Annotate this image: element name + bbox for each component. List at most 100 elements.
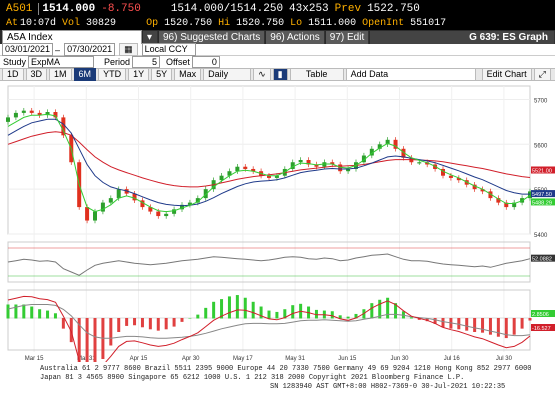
macd-histogram-bar (133, 318, 137, 326)
y-tick-label: 5700 (534, 98, 548, 104)
candle-body (346, 168, 351, 172)
edit-button[interactable]: 97) Edit (325, 30, 370, 44)
macd-histogram-bar (496, 318, 500, 337)
offset-input[interactable]: 0 (191, 56, 220, 68)
value-tag (531, 198, 555, 206)
security-dropdown-icon[interactable]: ▾ (143, 30, 158, 44)
candle-body (472, 184, 477, 190)
macd-histogram-bar (14, 304, 18, 319)
candle-body (456, 177, 461, 181)
candle-body (306, 160, 311, 165)
period-5y[interactable]: 5Y (151, 68, 173, 81)
macd-histogram-bar (291, 305, 295, 319)
period-6m[interactable]: 6M (73, 68, 97, 81)
macd-histogram-bar (243, 297, 247, 319)
prev-value: 1522.750 (367, 2, 420, 15)
macd-histogram-bar (386, 297, 390, 319)
ema-mid-line (7, 118, 530, 207)
macd-histogram-bar (61, 318, 65, 329)
x-tick-label: Jul 16 (444, 356, 461, 362)
candle-body (140, 200, 145, 208)
calendar-icon[interactable]: ▦ (119, 43, 138, 56)
table-button[interactable]: Table (289, 68, 344, 81)
macd-histogram-bar (196, 314, 200, 319)
macd-histogram-bar (473, 318, 477, 332)
suggested-charts-button[interactable]: 96) Suggested Charts (159, 30, 266, 44)
y-tick-label: 5400 (534, 233, 548, 239)
date-separator: – (55, 44, 61, 55)
bar-chart-icon[interactable]: ▮ (272, 68, 288, 81)
period-input[interactable]: 5 (132, 56, 161, 68)
candle-body (480, 189, 485, 192)
macd-histogram-bar (457, 318, 461, 330)
macd-histogram-bar (164, 318, 168, 330)
open-value: 1520.750 (164, 18, 213, 29)
line-chart-icon[interactable]: ∿ (253, 68, 271, 81)
period-1y[interactable]: 1Y (128, 68, 150, 81)
ticker-subheader: At 10:07d Vol 30829 Op 1520.750 Hi 1520.… (0, 17, 555, 30)
period-max[interactable]: Max (174, 68, 202, 81)
candle-body (148, 207, 153, 212)
macd-histogram-bar (504, 318, 508, 339)
frequency-select[interactable]: Daily (203, 68, 252, 81)
macd-histogram-bar (148, 318, 152, 330)
rsi-line (7, 253, 531, 276)
edit-chart-button[interactable]: Edit Chart (481, 68, 532, 81)
candle-body (251, 168, 256, 172)
period-1m[interactable]: 1M (49, 68, 72, 81)
hi-label: Hi (218, 18, 231, 29)
macd-histogram-bar (38, 309, 42, 319)
x-tick-label: Jun 30 (390, 356, 409, 362)
candle-body (512, 202, 517, 208)
candle-body (45, 112, 50, 116)
macd-histogram-bar (77, 318, 81, 362)
ticker-symbol: A501 (6, 2, 33, 15)
low-value: 1511.000 (308, 18, 357, 29)
candle-body (195, 198, 200, 203)
actions-button[interactable]: 96) Actions (266, 30, 325, 44)
currency-select[interactable]: Local CCY (141, 43, 196, 56)
macd-histogram-bar (465, 318, 469, 331)
add-data-field[interactable]: Add Data (345, 68, 476, 81)
macd-histogram-bar (433, 318, 437, 324)
period-buttons: 1D 3D 1M 6M YTD 1Y 5Y Max (0, 68, 202, 81)
period-toolbar: 1D 3D 1M 6M YTD 1Y 5Y Max Daily ∿ ▮ Table Add D… (0, 68, 555, 81)
candle-body (504, 202, 509, 208)
macd-histogram-bar (512, 318, 516, 335)
oi-value: 551017 (410, 18, 447, 29)
period-ytd[interactable]: YTD (98, 68, 127, 81)
macd-histogram-bar (520, 318, 524, 329)
date-toolbar: 03/01/2021 – 07/30/2021 ▦ Local CCY (0, 43, 555, 56)
candle-body (116, 189, 121, 199)
expand-icon[interactable]: ⤢ (533, 68, 551, 81)
candle-body (330, 162, 335, 165)
footer-line-3: SN 1283940 AST GMT+8:00 H802-7369-0 30-J… (270, 383, 506, 391)
macd-histogram-bar (204, 307, 208, 319)
macd-histogram-bar (227, 296, 231, 319)
macd-tag-2-label: -16.527 (532, 326, 551, 332)
candle-body (488, 191, 493, 199)
start-date-field[interactable]: 03/01/2021 (2, 43, 54, 56)
macd-histogram-bar (354, 313, 358, 319)
candle-body (156, 211, 161, 217)
function-title: G 639: ES Graph (370, 30, 555, 44)
macd-histogram-bar (409, 317, 413, 319)
end-date-field[interactable]: 07/30/2021 (64, 43, 116, 56)
macd-histogram-bar (109, 318, 113, 346)
period-1d[interactable]: 1D (2, 68, 24, 81)
period-3d[interactable]: 3D (25, 68, 48, 81)
macd-histogram-bar (125, 318, 129, 326)
y-tick-label: 5600 (534, 143, 548, 149)
candle-body (203, 189, 208, 199)
candle-body (85, 207, 90, 221)
macd-histogram-bar (338, 315, 342, 319)
candle-body (401, 148, 406, 158)
candle-body (93, 211, 97, 221)
study-toolbar: Study ExpMA Period 5 Offset 0 (0, 56, 555, 68)
candle-body (6, 117, 10, 122)
study-select[interactable]: ExpMA (28, 56, 95, 68)
candle-body (21, 110, 26, 113)
macd-histogram-bar (528, 318, 532, 321)
macd-histogram-bar (394, 303, 398, 319)
